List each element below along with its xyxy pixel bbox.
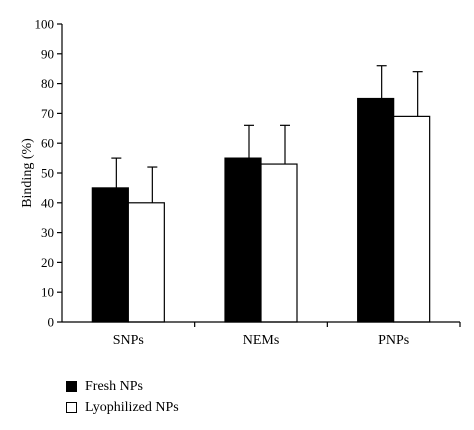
bar-lyophilized	[260, 163, 298, 323]
legend-item-fresh: Fresh NPs	[66, 376, 179, 397]
y-tick-label: 60	[41, 136, 54, 151]
legend-item-lyophilized: Lyophilized NPs	[66, 397, 179, 418]
bar-fresh	[91, 187, 129, 323]
bar-lyophilized	[127, 202, 165, 323]
bar-lyophilized	[393, 115, 431, 323]
error-bars	[111, 65, 423, 203]
x-category-label: NEMs	[243, 333, 280, 348]
bar-fresh	[357, 97, 395, 323]
y-tick-label: 20	[41, 255, 54, 270]
y-tick-label: 0	[48, 315, 55, 330]
legend-swatch-fresh	[66, 381, 77, 392]
legend-swatch-lyophilized	[66, 402, 77, 413]
y-tick-label: 40	[41, 195, 54, 210]
y-axis-label: Binding (%)	[20, 138, 35, 208]
x-axis-categories: SNPs NEMs PNPs	[113, 322, 461, 348]
y-tick-label: 100	[35, 17, 55, 32]
y-tick-label: 90	[41, 46, 54, 61]
legend-label-fresh: Fresh NPs	[85, 378, 143, 394]
y-tick-label: 10	[41, 285, 54, 300]
y-tick-label: 50	[41, 166, 54, 181]
bars	[91, 97, 431, 323]
y-tick-label: 70	[41, 106, 54, 121]
y-tick-label: 30	[41, 225, 54, 240]
y-axis-ticks: 0 10 20 30 40 50 60 70 80 90 100	[35, 17, 62, 330]
legend: Fresh NPs Lyophilized NPs	[66, 376, 179, 418]
y-tick-label: 80	[41, 76, 54, 91]
legend-label-lyophilized: Lyophilized NPs	[85, 399, 179, 415]
bar-fresh	[224, 157, 262, 323]
x-category-label: SNPs	[113, 333, 144, 348]
x-category-label: PNPs	[378, 333, 409, 348]
